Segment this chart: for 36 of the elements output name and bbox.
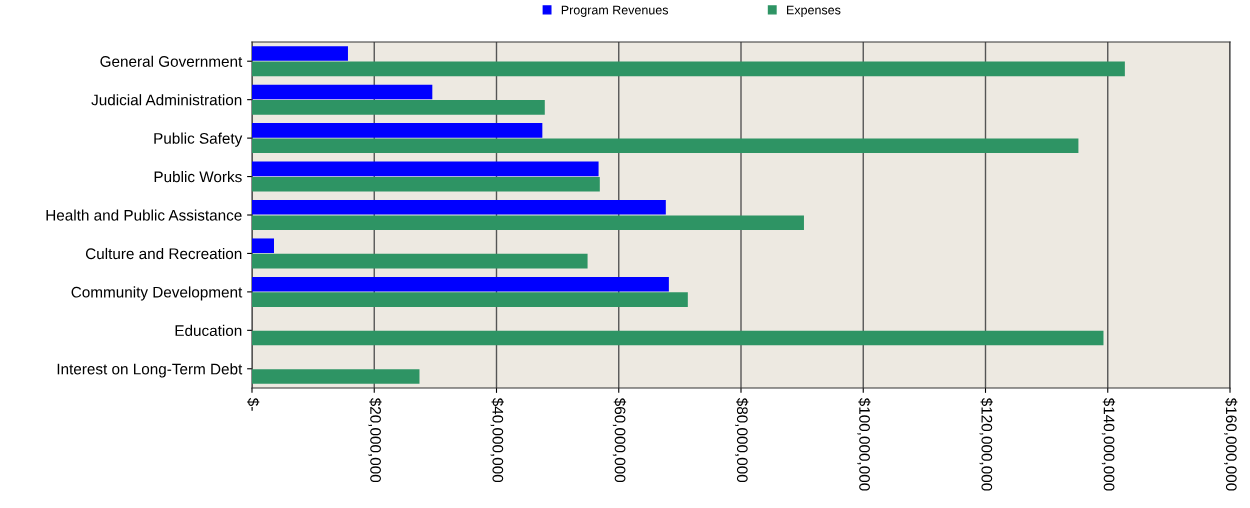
x-tick-label: $40,000,000 xyxy=(490,397,504,483)
y-tick-label: Interest on Long-Term Debt xyxy=(57,363,243,378)
y-tick-label: Culture and Recreation xyxy=(85,247,242,260)
bar xyxy=(252,138,1079,154)
bar xyxy=(252,84,433,100)
bar xyxy=(252,46,348,61)
y-tick-label: Education xyxy=(175,324,242,337)
y-tick-label: Health and Public Assistance xyxy=(46,209,242,221)
y-tick-label: General Government xyxy=(100,55,243,67)
bar xyxy=(252,330,1104,346)
bar xyxy=(252,161,599,177)
y-tick-label: Public Safety xyxy=(154,132,243,147)
y-tick-label: Community Development xyxy=(71,286,243,301)
x-tick-label: $20,000,000 xyxy=(368,397,382,483)
bar xyxy=(252,292,688,307)
bar xyxy=(252,100,545,115)
y-tick-label: Judicial Administration xyxy=(91,94,242,106)
legend-label: Expenses xyxy=(787,5,841,17)
x-tick-label: $- xyxy=(246,397,260,411)
bar xyxy=(252,61,1125,77)
bar xyxy=(252,253,588,269)
bar xyxy=(252,200,666,215)
bar xyxy=(252,369,420,384)
bar xyxy=(252,215,804,230)
x-tick-label: $160,000,000 xyxy=(1224,397,1238,491)
x-tick-label: $140,000,000 xyxy=(1101,397,1116,491)
x-tick-label: $120,000,000 xyxy=(979,397,993,491)
bar xyxy=(252,123,543,138)
bar xyxy=(252,276,669,292)
bar xyxy=(252,176,600,192)
x-tick-label: $80,000,000 xyxy=(735,397,749,483)
legend-label: Program Revenues xyxy=(561,5,669,17)
bar xyxy=(252,238,275,254)
x-tick-label: $100,000,000 xyxy=(857,397,871,491)
y-tick-label: Public Works xyxy=(154,171,242,183)
x-tick-label: $60,000,000 xyxy=(612,397,627,483)
